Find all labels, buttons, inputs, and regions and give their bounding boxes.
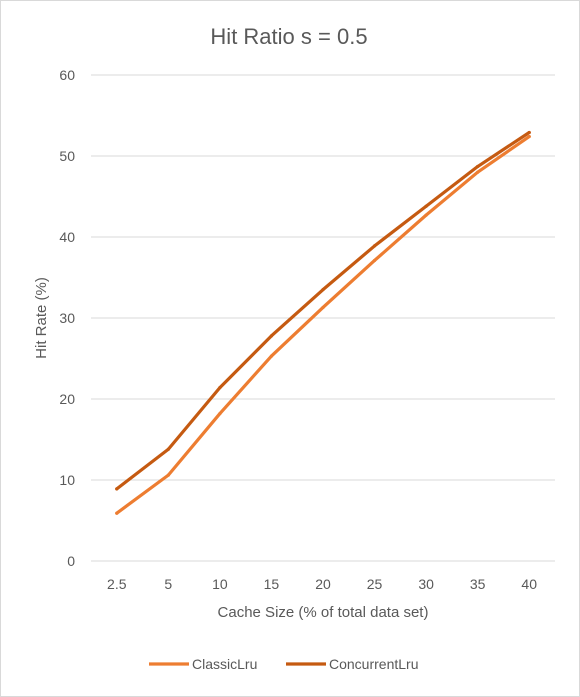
data-point bbox=[269, 334, 274, 338]
x-axis-title: Cache Size (% of total data set) bbox=[218, 604, 429, 621]
x-axis-ticks: 2.5 5 10 15 20 25 30 35 40 bbox=[107, 576, 537, 592]
y-tick-label: 50 bbox=[59, 148, 75, 164]
legend-label: ConcurrentLru bbox=[329, 656, 419, 672]
legend-item-classiclru: ClassicLru bbox=[149, 656, 257, 672]
x-tick-label: 40 bbox=[521, 576, 537, 592]
data-point bbox=[115, 487, 119, 491]
data-point bbox=[321, 288, 325, 292]
data-point bbox=[372, 258, 377, 263]
legend: ClassicLru ConcurrentLru bbox=[149, 656, 419, 672]
legend-item-concurrentlru: ConcurrentLru bbox=[286, 656, 419, 672]
y-tick-label: 0 bbox=[67, 553, 75, 569]
series-line-classiclru bbox=[115, 134, 531, 515]
gridlines bbox=[91, 74, 555, 562]
data-point bbox=[269, 354, 274, 358]
data-point bbox=[218, 411, 222, 416]
x-tick-label: 15 bbox=[264, 576, 280, 592]
y-tick-label: 30 bbox=[59, 310, 75, 326]
x-tick-label: 25 bbox=[367, 576, 383, 592]
chart-title: Hit Ratio s = 0.5 bbox=[210, 24, 367, 49]
data-point bbox=[476, 170, 480, 174]
data-point bbox=[527, 134, 531, 139]
y-tick-label: 20 bbox=[59, 391, 75, 407]
x-tick-label: 20 bbox=[315, 576, 331, 592]
legend-label: ClassicLru bbox=[192, 656, 257, 672]
y-tick-label: 10 bbox=[59, 472, 75, 488]
x-tick-label: 10 bbox=[212, 576, 228, 592]
data-point bbox=[321, 305, 325, 310]
y-axis-ticks: 0 10 20 30 40 50 60 bbox=[59, 67, 75, 569]
series-line-concurrentlru bbox=[115, 130, 531, 491]
y-tick-label: 40 bbox=[59, 229, 75, 245]
x-tick-label: 5 bbox=[164, 576, 172, 592]
data-point bbox=[424, 204, 428, 208]
data-point bbox=[372, 244, 377, 248]
data-point bbox=[424, 213, 428, 217]
series-lines bbox=[115, 130, 531, 515]
y-tick-label: 60 bbox=[59, 67, 75, 83]
data-point bbox=[166, 473, 170, 477]
x-tick-label: 30 bbox=[418, 576, 434, 592]
data-point bbox=[166, 447, 170, 451]
data-point bbox=[476, 164, 480, 169]
y-axis-title: Hit Rate (%) bbox=[33, 277, 50, 359]
data-point bbox=[115, 511, 119, 515]
data-point bbox=[218, 386, 222, 390]
x-tick-label: 35 bbox=[470, 576, 486, 592]
x-tick-label: 2.5 bbox=[107, 576, 127, 592]
data-point bbox=[527, 130, 531, 135]
